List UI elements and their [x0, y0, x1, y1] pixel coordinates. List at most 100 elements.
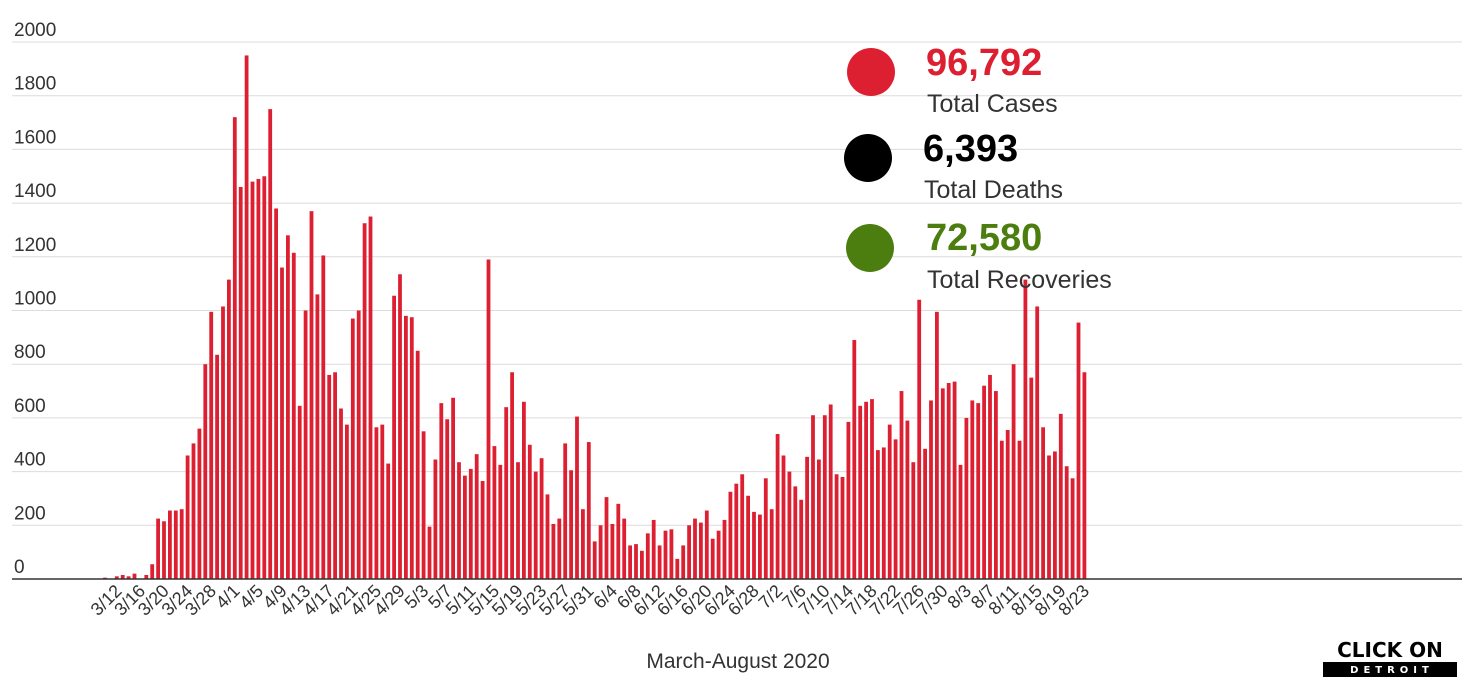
bar [704, 510, 709, 579]
bar [168, 510, 172, 579]
bar [610, 523, 615, 579]
y-tick-label: 400 [14, 450, 46, 471]
bar [988, 374, 992, 579]
bar [445, 419, 450, 579]
stat-cases-dot [847, 48, 895, 96]
bar [569, 470, 573, 579]
bar [1017, 440, 1022, 579]
bar [173, 510, 178, 579]
bar [1023, 279, 1028, 579]
bar [940, 388, 945, 579]
bar [392, 295, 396, 579]
bar [433, 459, 438, 579]
bar [291, 252, 296, 579]
bar [315, 294, 320, 579]
bar [339, 408, 343, 579]
bar [805, 456, 809, 579]
bar [179, 509, 184, 579]
bar [693, 518, 697, 579]
bar [834, 474, 839, 579]
bar [185, 455, 190, 579]
bar [362, 223, 367, 580]
bar [468, 468, 473, 579]
bar [457, 462, 461, 579]
bar [209, 311, 214, 579]
bar [999, 440, 1004, 579]
bar [463, 475, 467, 579]
bar [297, 405, 302, 579]
bar [345, 424, 349, 579]
bar [415, 350, 420, 579]
bar [126, 576, 131, 579]
y-tick-label: 200 [14, 503, 46, 524]
bar [952, 381, 957, 579]
bar [533, 471, 538, 579]
bar [746, 495, 750, 579]
bar [439, 403, 444, 579]
bar [327, 374, 332, 579]
bar [374, 427, 379, 579]
bar [274, 208, 278, 579]
clickondetroit-logo: CLICK ON DETROIT [1323, 638, 1457, 677]
bar [262, 176, 267, 579]
bar [976, 403, 981, 579]
bar [846, 421, 851, 579]
y-tick-label: 1400 [14, 181, 56, 202]
bar [917, 299, 922, 579]
bar [616, 503, 621, 579]
bar [811, 415, 815, 579]
logo-bar [1323, 662, 1457, 677]
bar [881, 447, 886, 579]
bar [970, 400, 975, 579]
bar [197, 428, 202, 579]
bar [321, 255, 326, 579]
bar [150, 564, 155, 579]
bar [645, 533, 650, 579]
bar [687, 525, 691, 579]
bar [238, 186, 243, 580]
bar [1076, 322, 1081, 579]
bar [268, 109, 273, 580]
bar [935, 311, 939, 579]
y-tick-label: 0 [14, 557, 25, 578]
stat-deaths-label: Total Deaths [924, 176, 1063, 204]
bar [545, 494, 550, 579]
bar [581, 509, 585, 579]
bar [303, 310, 308, 579]
bar [899, 391, 904, 579]
bar [286, 235, 290, 579]
bar [799, 499, 804, 579]
bar [575, 416, 579, 579]
bar [734, 483, 739, 579]
bar [946, 383, 951, 579]
bar [114, 576, 119, 579]
bar [368, 216, 373, 579]
bar [156, 518, 160, 579]
bar [858, 405, 863, 579]
bar [840, 476, 845, 579]
bar [244, 55, 249, 580]
bar [634, 544, 638, 579]
bar [409, 317, 414, 579]
bar [592, 541, 597, 579]
stat-deaths-value: 6,393 [923, 128, 1018, 170]
bar [1029, 377, 1034, 580]
bar [1047, 455, 1051, 579]
bar [893, 439, 898, 579]
bar [781, 455, 786, 579]
bar [427, 526, 432, 579]
x-axis-ticks: 3/123/163/203/243/284/14/54/94/134/174/2… [87, 581, 1094, 620]
bar [817, 459, 821, 579]
bar [498, 464, 503, 579]
bar [769, 509, 774, 579]
y-tick-label: 600 [14, 396, 46, 417]
bar [232, 117, 237, 580]
stat-deaths: 6,393 Total Deaths [844, 128, 1063, 204]
bar [586, 442, 591, 579]
bar [516, 462, 520, 579]
bar [510, 372, 514, 579]
y-tick-label: 1800 [14, 74, 56, 95]
bar [852, 340, 857, 579]
bar [203, 364, 208, 579]
